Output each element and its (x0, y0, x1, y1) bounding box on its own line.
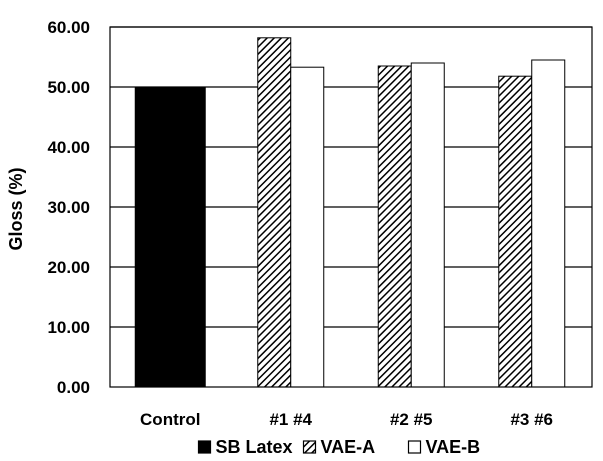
x-tick-label: Control (140, 410, 200, 429)
bar-vae-b (531, 59, 566, 388)
bar-vae-a (257, 37, 292, 388)
legend-label: SB Latex (216, 437, 293, 457)
x-tick-label: #1 #4 (269, 410, 312, 429)
y-tick-labels: 0.00 10.00 20.00 30.00 40.00 50.00 60.00 (47, 18, 90, 397)
bar-sb-latex (134, 86, 206, 388)
y-axis-label: Gloss (%) (6, 167, 26, 250)
y-tick-label: 40.00 (47, 138, 90, 157)
legend-item-sb-latex: SB Latex (197, 437, 293, 457)
plot-frame (109, 26, 593, 388)
legend-swatch (302, 440, 317, 454)
legend: SB Latex VAE-A VAE-B (197, 437, 481, 457)
y-tick-label: 10.00 (47, 318, 90, 337)
y-tick-label: 30.00 (47, 198, 90, 217)
legend-item-vae-b: VAE-B (407, 437, 481, 457)
bar-vae-a (498, 75, 533, 388)
y-tick-label: 60.00 (47, 18, 90, 37)
legend-item-vae-a: VAE-A (302, 437, 376, 457)
x-tick-labels: Control #1 #4 #2 #5 #3 #6 (140, 410, 553, 429)
y-tick-label: 0.00 (57, 378, 90, 397)
bar-vae-a (377, 65, 412, 388)
y-tick-label: 50.00 (47, 78, 90, 97)
legend-swatch (197, 440, 212, 454)
plot-border (109, 26, 593, 388)
legend-label: VAE-A (321, 437, 376, 457)
x-tick-label: #3 #6 (510, 410, 553, 429)
bar-vae-b (410, 62, 445, 388)
legend-label: VAE-B (426, 437, 481, 457)
bars (134, 37, 566, 388)
bar-vae-b (290, 66, 325, 388)
x-tick-label: #2 #5 (390, 410, 433, 429)
y-tick-label: 20.00 (47, 258, 90, 277)
legend-swatch (407, 440, 422, 454)
